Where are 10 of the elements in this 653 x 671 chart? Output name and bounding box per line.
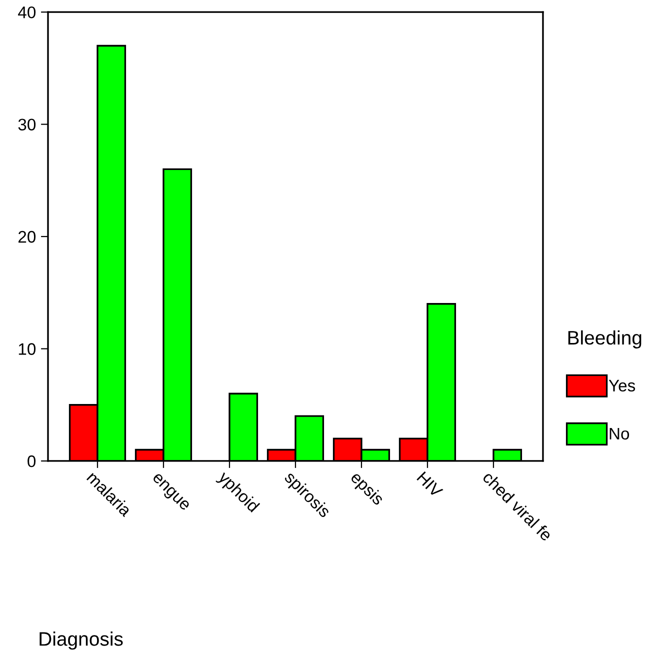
y-tick-label: 10 bbox=[18, 343, 36, 355]
legend-label: Yes bbox=[608, 380, 636, 392]
y-tick-label: 40 bbox=[18, 6, 36, 18]
x-tick-label: HIV bbox=[416, 471, 444, 498]
x-axis-title: Diagnosis bbox=[40, 632, 123, 650]
y-tick-label: 20 bbox=[18, 230, 36, 243]
y-tick-label: 30 bbox=[18, 118, 36, 131]
legend-title: Bleeding bbox=[568, 330, 642, 348]
y-tick-label: 0 bbox=[28, 455, 36, 468]
legend-label: No bbox=[610, 428, 630, 440]
